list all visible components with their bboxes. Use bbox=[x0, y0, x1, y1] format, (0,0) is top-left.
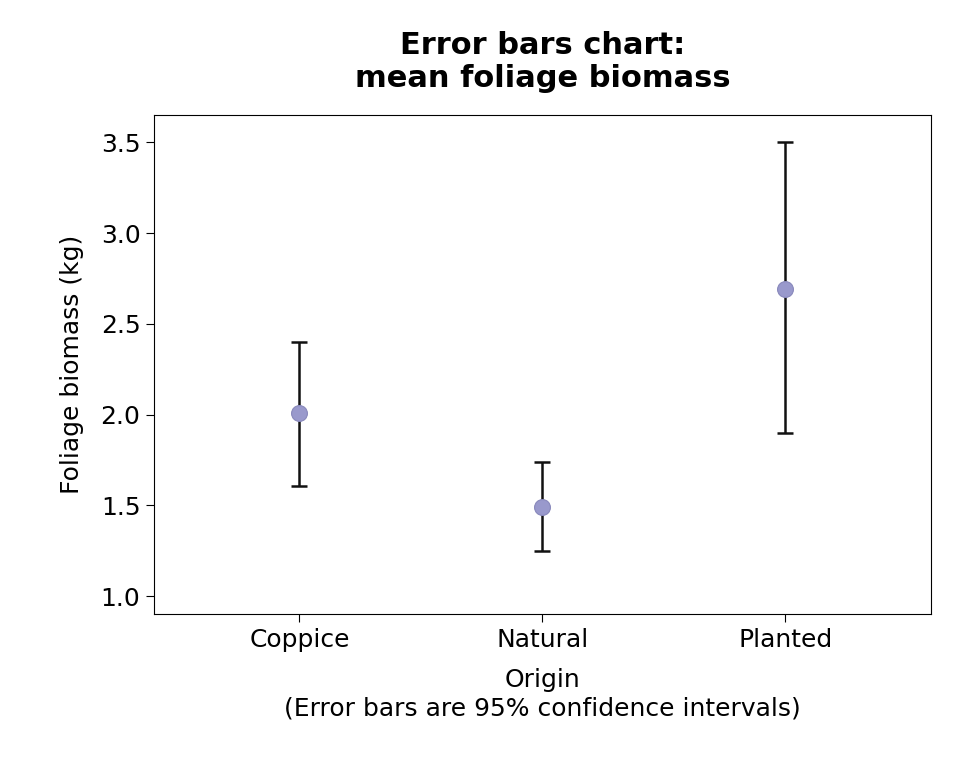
Point bbox=[778, 283, 793, 296]
Point bbox=[292, 407, 307, 419]
X-axis label: Origin
(Error bars are 95% confidence intervals): Origin (Error bars are 95% confidence in… bbox=[284, 668, 801, 720]
Y-axis label: Foliage biomass (kg): Foliage biomass (kg) bbox=[60, 235, 84, 495]
Title: Error bars chart:
mean foliage biomass: Error bars chart: mean foliage biomass bbox=[354, 31, 731, 94]
Point bbox=[535, 502, 550, 514]
